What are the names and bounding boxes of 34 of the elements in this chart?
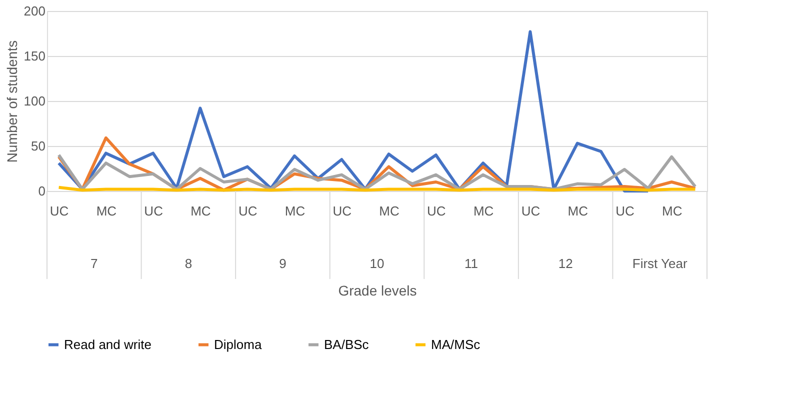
x-tick-label: MC bbox=[662, 204, 682, 218]
x-tick-label: UC bbox=[616, 204, 634, 218]
legend-label: Diploma bbox=[214, 336, 262, 352]
x-tick-label: UC bbox=[238, 204, 258, 218]
x-tick-label: UC bbox=[144, 204, 163, 218]
y-tick-label: 100 bbox=[24, 94, 46, 108]
y-axis-title: Number of students bbox=[4, 40, 20, 163]
x-tick-label: MC bbox=[190, 204, 211, 218]
text: First Year bbox=[632, 256, 688, 271]
x-tick-label: MC bbox=[568, 204, 588, 218]
text: 7 bbox=[90, 256, 98, 271]
x-tick-label: UC bbox=[50, 204, 69, 218]
text: 9 bbox=[279, 256, 286, 271]
legend-label: MA/MSc bbox=[431, 336, 481, 352]
x-tick-label: MC bbox=[379, 204, 400, 218]
x-tick-label: UC bbox=[521, 204, 540, 218]
x-tick-label: UC bbox=[332, 204, 352, 218]
x-tick-label: UC bbox=[427, 204, 446, 218]
text: 12 bbox=[558, 256, 573, 271]
text: 11 bbox=[464, 256, 478, 271]
line-series bbox=[57, 154, 697, 191]
y-tick-label: 150 bbox=[24, 48, 46, 64]
legend-label: Read and write bbox=[64, 336, 152, 352]
x-axis-title: Grade levels bbox=[338, 282, 417, 298]
text: 10 bbox=[370, 256, 384, 271]
y-tick-label: 200 bbox=[24, 4, 46, 18]
y-tick-label: 0 bbox=[38, 184, 46, 198]
x-tick-label: MC bbox=[473, 204, 494, 218]
text: 8 bbox=[184, 256, 192, 271]
x-tick-label: MC bbox=[284, 204, 306, 218]
x-tick-label: MC bbox=[96, 204, 117, 218]
legend-label: BA/BSc bbox=[324, 336, 370, 352]
y-tick-label: 50 bbox=[31, 138, 46, 154]
line-series bbox=[57, 30, 650, 192]
